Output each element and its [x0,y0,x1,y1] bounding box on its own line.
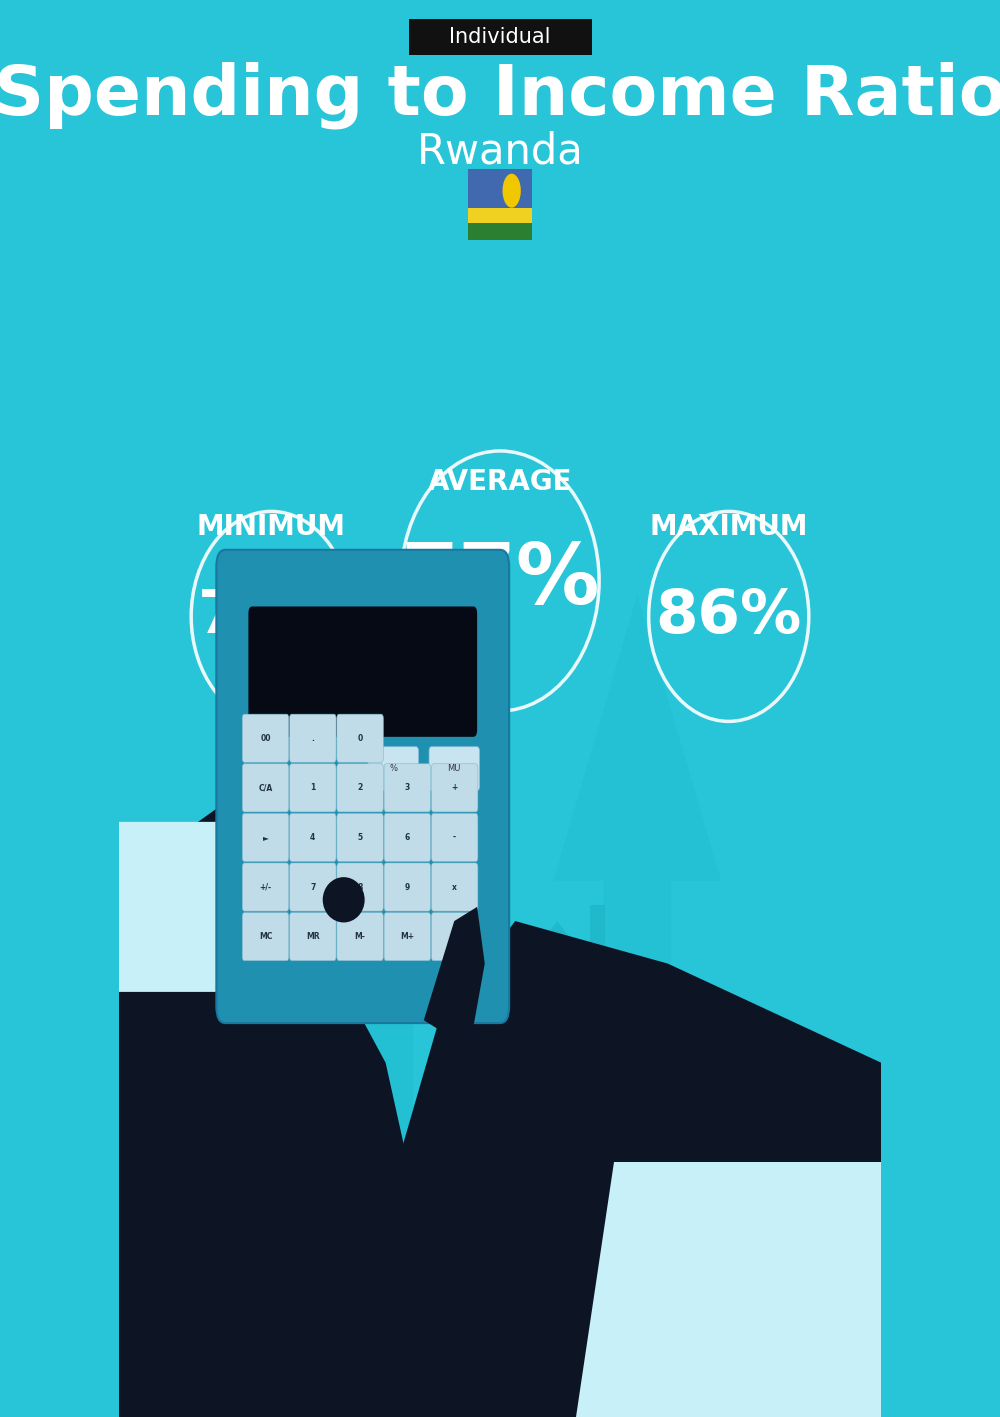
Text: $: $ [692,1179,719,1216]
Text: +: + [452,784,458,792]
Polygon shape [264,694,477,1233]
Text: +/-: +/- [259,883,272,891]
FancyBboxPatch shape [337,863,383,911]
Text: 6: 6 [405,833,410,842]
FancyBboxPatch shape [290,764,336,812]
Text: MAXIMUM: MAXIMUM [650,513,808,541]
Text: 71%: 71% [198,587,344,646]
FancyBboxPatch shape [242,714,289,762]
FancyBboxPatch shape [576,1196,652,1210]
FancyBboxPatch shape [576,1179,652,1193]
Text: M-: M- [355,932,366,941]
Text: Rwanda: Rwanda [417,130,583,173]
Polygon shape [450,921,664,1061]
FancyBboxPatch shape [384,764,431,812]
Text: .: . [311,734,314,743]
FancyBboxPatch shape [576,1213,652,1227]
Text: 86%: 86% [656,587,802,646]
FancyBboxPatch shape [216,550,509,1023]
FancyBboxPatch shape [248,606,477,737]
FancyBboxPatch shape [468,222,532,239]
FancyBboxPatch shape [337,913,383,961]
FancyBboxPatch shape [337,764,383,812]
FancyBboxPatch shape [290,714,336,762]
FancyBboxPatch shape [431,764,478,812]
Text: 9: 9 [405,883,410,891]
Text: Spending to Income Ratio: Spending to Income Ratio [0,61,1000,129]
FancyBboxPatch shape [337,813,383,862]
FancyBboxPatch shape [576,1247,652,1261]
FancyBboxPatch shape [468,208,532,224]
Ellipse shape [662,1134,750,1261]
FancyBboxPatch shape [431,813,478,862]
Text: 4: 4 [310,833,315,842]
Text: 0: 0 [357,734,363,743]
FancyBboxPatch shape [290,813,336,862]
Text: MINIMUM: MINIMUM [197,513,346,541]
Text: MU: MU [448,764,461,774]
Text: MC: MC [259,932,272,941]
Text: 1: 1 [310,784,315,792]
Text: %: % [389,764,397,774]
Polygon shape [553,595,721,1275]
Polygon shape [542,1124,572,1233]
Text: $: $ [639,1141,658,1169]
Polygon shape [590,905,605,1009]
Polygon shape [424,907,485,1049]
Text: AVERAGE: AVERAGE [428,468,572,496]
Text: -: - [453,833,456,842]
Text: 77%: 77% [400,540,600,622]
FancyBboxPatch shape [431,863,478,911]
FancyBboxPatch shape [409,20,592,55]
Text: :: : [453,932,456,941]
Polygon shape [466,1061,649,1233]
FancyBboxPatch shape [431,913,478,961]
Text: C/A: C/A [258,784,273,792]
FancyBboxPatch shape [384,913,431,961]
Text: 7: 7 [310,883,315,891]
Text: ►: ► [263,833,268,842]
Text: MR: MR [306,932,320,941]
FancyBboxPatch shape [242,764,289,812]
FancyBboxPatch shape [290,913,336,961]
Text: 2: 2 [357,784,363,792]
FancyBboxPatch shape [242,863,289,911]
FancyBboxPatch shape [468,169,532,210]
FancyBboxPatch shape [384,813,431,862]
Ellipse shape [323,877,365,922]
Circle shape [503,174,521,208]
FancyBboxPatch shape [429,747,479,791]
Text: 3: 3 [405,784,410,792]
Text: 5: 5 [358,833,363,842]
FancyBboxPatch shape [290,863,336,911]
Text: Individual: Individual [449,27,551,47]
Text: 8: 8 [357,883,363,891]
FancyBboxPatch shape [337,714,383,762]
Text: x: x [452,883,457,891]
FancyBboxPatch shape [384,863,431,911]
Text: 00: 00 [260,734,271,743]
Polygon shape [576,1162,881,1417]
FancyBboxPatch shape [368,747,418,791]
FancyBboxPatch shape [242,913,289,961]
FancyBboxPatch shape [242,813,289,862]
Ellipse shape [618,1112,679,1197]
Polygon shape [119,808,439,1417]
FancyBboxPatch shape [576,1230,652,1244]
Polygon shape [348,921,881,1417]
Text: M+: M+ [400,932,414,941]
Polygon shape [119,822,287,992]
